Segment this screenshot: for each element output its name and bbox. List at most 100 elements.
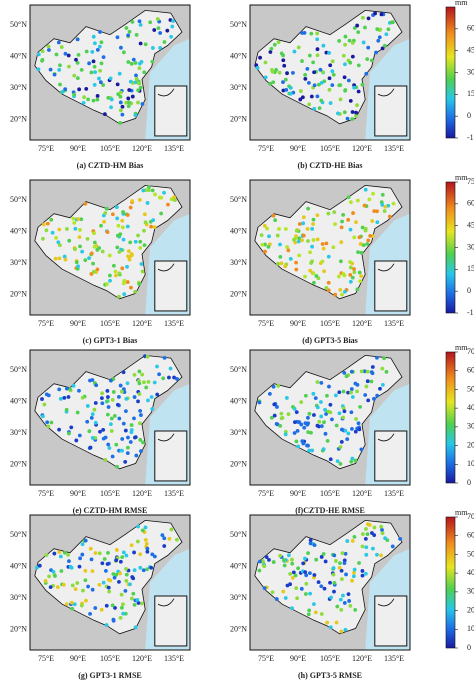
station-dot [281,58,286,63]
station-dot [352,26,357,30]
station-dot [80,542,85,547]
station-dot [95,47,100,52]
station-dot [139,262,144,266]
station-dot [66,53,71,58]
lat-label: 50°N [230,20,247,29]
station-dot [306,239,310,243]
station-dot [375,552,379,557]
station-dot [125,381,130,386]
station-dot [257,400,262,405]
station-dot [138,41,143,46]
station-dot [338,287,343,292]
station-dot [311,222,316,226]
station-dot [123,588,128,593]
station-dot [375,393,380,398]
station-dot [151,218,156,223]
station-dot [121,421,126,426]
station-dot [309,430,313,435]
station-dot [90,436,95,440]
station-dot [106,551,110,555]
station-dot [137,381,142,386]
station-dot [106,442,111,447]
station-dot [264,555,269,560]
station-dot [41,236,45,241]
station-dot [262,586,267,591]
station-dot [349,410,354,415]
station-dot [143,220,148,225]
station-dot [138,245,143,250]
station-dot [97,582,102,587]
station-dot [36,52,41,57]
station-dot [269,46,274,51]
station-dot [105,230,110,234]
station-dot [113,269,118,274]
station-dot [132,602,137,607]
station-dot [103,458,108,462]
station-dot [275,405,279,409]
station-dot [74,438,79,443]
station-dot [345,116,350,121]
station-dot [308,571,312,575]
station-dot [344,572,348,577]
station-dot [108,278,112,283]
station-dot [54,52,59,57]
station-dot [315,94,320,99]
station-dot [293,573,298,578]
lon-label: 105°E [100,654,120,663]
station-dot [117,416,122,421]
station-dot [314,557,319,562]
station-dot [370,365,375,369]
station-dot [288,85,293,90]
lat-label: 50°N [230,195,247,204]
station-dot [315,405,320,410]
station-dot [114,205,119,210]
colorbar-tick-label: 0 [467,643,471,652]
station-dot [361,243,366,248]
station-dot [141,568,146,573]
station-dot [130,20,135,24]
lat-label: 40°N [230,52,247,61]
station-dot [285,71,289,76]
station-dot [56,40,61,45]
station-dot [353,458,358,463]
station-dot [37,563,42,568]
station-dot [258,55,262,60]
station-dot [133,113,138,118]
station-dot [319,612,324,616]
colorbar-tick-label: 30 [467,422,474,431]
station-dot [136,524,140,529]
station-dot [139,413,143,417]
station-dot [63,51,68,56]
station-dot [62,395,67,400]
station-dot [115,35,120,40]
station-dot [149,395,154,399]
station-dot [271,384,276,389]
station-dot [134,73,138,78]
station-dot [372,209,377,214]
station-dot [364,552,369,557]
station-dot [87,429,92,434]
station-dot [330,69,335,74]
station-dot [36,67,41,72]
station-dot [301,215,306,220]
station-dot [57,387,62,392]
station-dot [137,66,142,71]
station-dot [101,436,106,441]
station-dot [271,213,276,218]
inset-coast [157,598,175,607]
station-dot [47,574,51,579]
station-dot [81,101,86,105]
station-dot [128,582,132,587]
station-dot [114,273,118,278]
station-dot [70,583,75,588]
station-dot [57,550,62,555]
station-dot [127,100,131,105]
station-dot [333,393,338,398]
station-dot [366,398,371,403]
lon-label: 105°E [320,144,340,153]
colorbar-unit: mm [455,0,468,7]
station-dot [354,113,358,118]
station-dot [146,185,151,190]
station-dot [337,411,342,416]
station-dot [134,32,139,37]
